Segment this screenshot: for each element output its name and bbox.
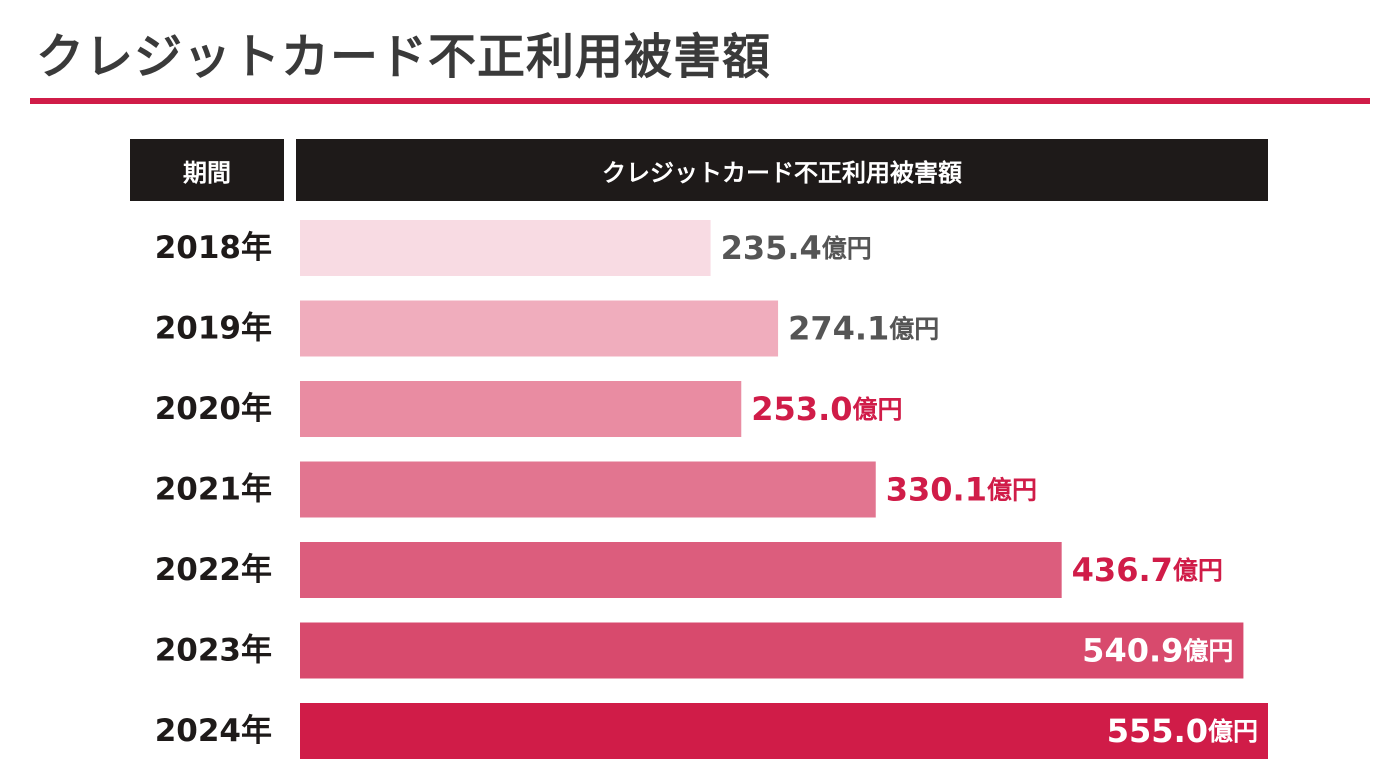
bar bbox=[300, 703, 1268, 759]
value-label: 235.4億円 bbox=[721, 229, 872, 267]
year-label: 2021年 bbox=[155, 472, 272, 508]
year-label: 2024年 bbox=[155, 713, 272, 749]
year-label: 2022年 bbox=[155, 552, 272, 588]
bar bbox=[300, 622, 1244, 679]
header-period: 期間 bbox=[130, 139, 284, 201]
year-label: 2020年 bbox=[155, 391, 272, 427]
year-label: 2018年 bbox=[155, 230, 272, 266]
title-underline bbox=[30, 98, 1370, 104]
value-label: 555.0億円 bbox=[1107, 712, 1258, 750]
page-title: クレジットカード不正利用被害額 bbox=[36, 29, 772, 85]
year-label: 2023年 bbox=[155, 633, 272, 669]
value-label: 436.7億円 bbox=[1072, 551, 1223, 589]
bar bbox=[300, 542, 1062, 598]
value-label: 253.0億円 bbox=[751, 390, 902, 428]
bar bbox=[300, 220, 711, 276]
bar bbox=[300, 381, 742, 437]
bar bbox=[300, 300, 779, 357]
value-label: 274.1億円 bbox=[788, 310, 939, 348]
value-label: 540.9億円 bbox=[1082, 632, 1233, 670]
header-value: クレジットカード不正利用被害額 bbox=[296, 139, 1268, 201]
bar bbox=[300, 461, 876, 518]
value-label: 330.1億円 bbox=[886, 471, 1037, 509]
year-label: 2019年 bbox=[155, 311, 272, 347]
